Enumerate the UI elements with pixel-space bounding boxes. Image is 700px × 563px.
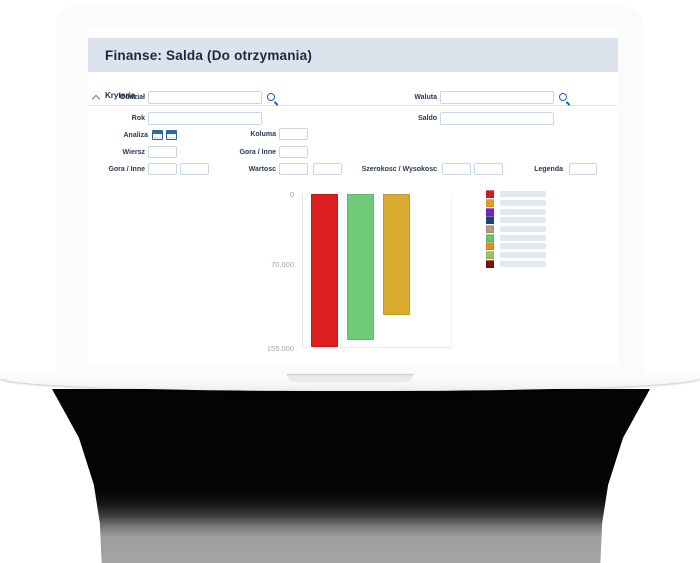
legend-row [486, 207, 546, 216]
field-label-szerokosc-wysokosc: Szerokosc / Wysokosc [361, 166, 437, 173]
legend-row [486, 225, 546, 234]
page-title: Finanse: Salda (Do otrzymania) [105, 47, 313, 63]
gora-inne-input-2[interactable] [180, 163, 209, 175]
app-title-bar: Finanse: Salda (Do otrzymania) [88, 38, 618, 72]
oddzial-search-icon[interactable] [266, 92, 279, 105]
criteria-section-label: Kryteria [105, 91, 136, 100]
field-label-rok: Rok [131, 115, 145, 122]
legend-swatch [486, 259, 494, 268]
legend-label-placeholder [500, 191, 546, 198]
legend-row [486, 190, 546, 199]
laptop-screen: Finanse: Salda (Do otrzymania) Kryteria … [88, 28, 618, 366]
wiersz-input[interactable] [148, 146, 177, 158]
chart-bar [383, 194, 410, 316]
legend-swatch [486, 251, 494, 260]
legend-swatch [486, 190, 494, 199]
field-label-waluta: Waluta [414, 94, 437, 101]
field-label-koluma: Koluma [250, 131, 276, 138]
saldo-input[interactable] [440, 112, 554, 125]
legend-swatch [486, 242, 494, 251]
legend-label-placeholder [500, 217, 546, 224]
field-label-gora-inne: Gora / Inne [239, 149, 276, 156]
legend-swatch [486, 216, 494, 225]
legenda-input[interactable] [569, 163, 597, 175]
rok-input[interactable] [148, 112, 262, 125]
legend-label-placeholder [500, 226, 546, 233]
field-label-saldo: Saldo [417, 115, 437, 122]
legend-label-placeholder [500, 234, 546, 241]
oddzial-input[interactable] [148, 91, 262, 104]
chart-legend [486, 190, 546, 268]
field-label-wartosc: Wartosc [248, 166, 276, 173]
chart-y-axis: 0 70.000 155.000 [256, 190, 298, 353]
wysokosc-input[interactable] [474, 163, 503, 175]
legend-label-placeholder [500, 200, 546, 207]
legend-row [486, 251, 546, 260]
szerokosc-input[interactable] [442, 163, 471, 175]
legend-label-placeholder [500, 260, 546, 267]
laptop-base-notch [287, 374, 413, 382]
legend-row [486, 216, 546, 225]
field-label-legenda: Legenda [534, 166, 563, 173]
legend-label-placeholder [500, 208, 546, 215]
legend-row [486, 242, 546, 251]
legend-label-placeholder [500, 252, 546, 259]
chart-bar [311, 194, 338, 347]
waluta-input[interactable] [440, 91, 554, 104]
gora-inne-input[interactable] [279, 146, 308, 158]
legend-swatch [486, 225, 494, 234]
laptop-base [0, 374, 700, 391]
legend-swatch [486, 207, 494, 216]
waluta-search-icon[interactable] [558, 92, 571, 105]
y-tick-label: 155.000 [266, 344, 294, 353]
legend-row [486, 199, 546, 208]
y-tick-label: 70.000 [271, 259, 294, 269]
wartosc-input-2[interactable] [313, 163, 342, 175]
section-divider [88, 105, 617, 106]
laptop-lid: Finanse: Salda (Do otrzymania) Kryteria … [57, 8, 642, 374]
legend-label-placeholder [500, 243, 546, 250]
field-label-wiersz: Wiersz [122, 149, 145, 156]
legend-row [486, 233, 546, 242]
analiza-table-icon[interactable] [152, 130, 163, 140]
analiza-table-icon[interactable] [166, 130, 177, 140]
field-label-analiza: Analiza [123, 132, 148, 139]
laptop-shadow [52, 389, 650, 563]
field-label-oddzial: Oddział [119, 94, 145, 101]
legend-swatch [486, 233, 494, 242]
legend-swatch [486, 199, 494, 208]
koluma-input[interactable] [279, 128, 308, 140]
y-tick-label: 0 [289, 190, 294, 199]
chart-plot [302, 194, 452, 348]
legend-row [486, 259, 546, 269]
gora-inne-input-1[interactable] [148, 163, 177, 175]
field-label-gora-inne: Gora / Inne [108, 166, 145, 173]
chart-bar [347, 194, 374, 341]
wartosc-input-1[interactable] [279, 163, 308, 175]
